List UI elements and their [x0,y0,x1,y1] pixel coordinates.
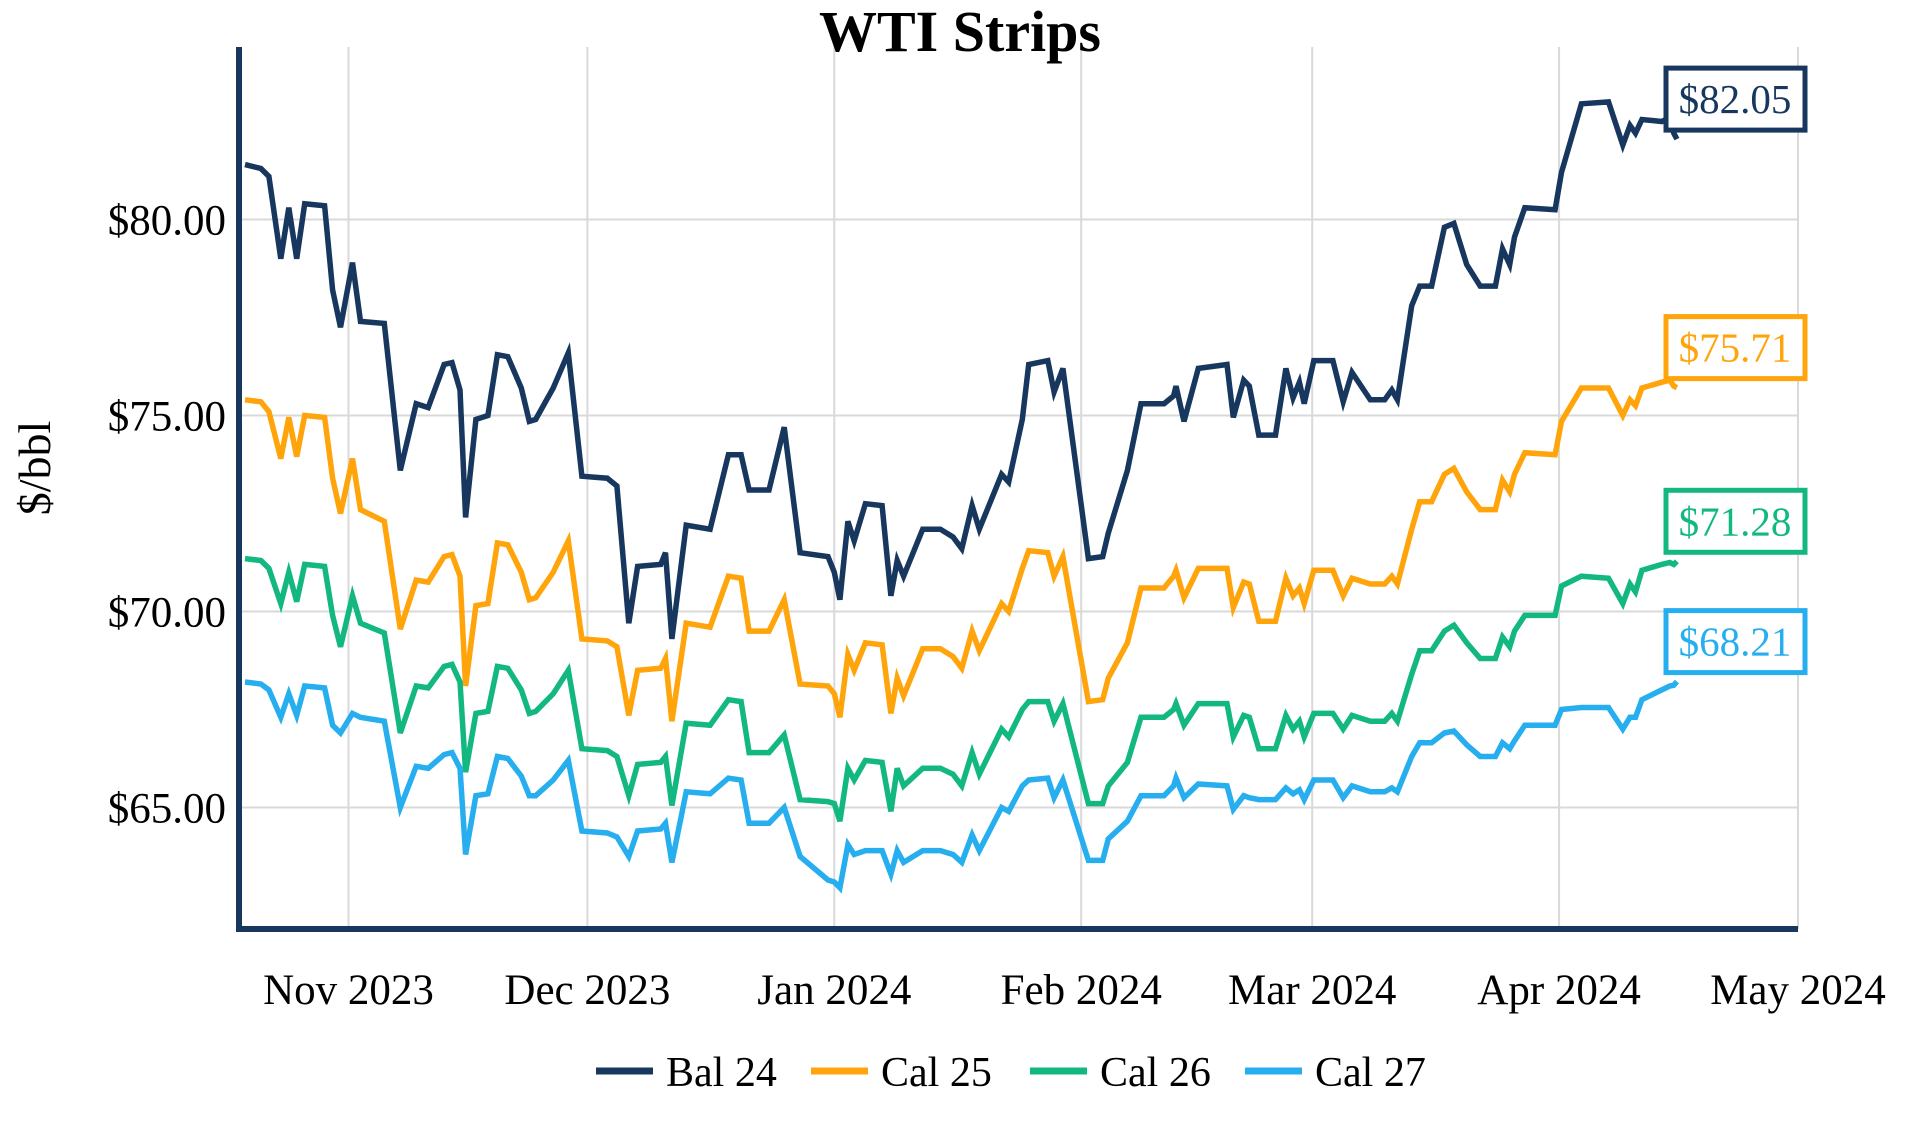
y-tick-label-70: $70.00 [108,590,226,637]
series-line-cal-25 [244,377,1679,722]
legend-label-cal-26: Cal 26 [1100,1050,1211,1096]
x-tick-label-nov-2023: Nov 2023 [263,967,434,1014]
end-label-text-bal-24: $82.05 [1679,76,1792,122]
end-label-box-bal-24 [1663,65,1808,133]
end-label-box-cal-25 [1663,314,1808,382]
x-tick-label-may-2024: May 2024 [1710,967,1886,1014]
y-tick-label-65: $65.00 [108,786,226,833]
series-line-bal-24 [244,99,1680,640]
end-label-text-cal-25: $75.71 [1679,325,1792,371]
series-line-cal-27 [244,679,1679,894]
y-tick-label-80: $80.00 [108,198,226,245]
end-label-box-cal-26 [1663,487,1808,555]
end-label-text-cal-27: $68.21 [1679,619,1792,665]
x-tick-label-dec-2023: Dec 2023 [504,967,670,1014]
x-tick-label-jan-2024: Jan 2024 [757,967,911,1014]
end-label-box-cal-27 [1663,608,1808,676]
legend-label-bal-24: Bal 24 [666,1050,777,1096]
x-tick-label-apr-2024: Apr 2024 [1477,967,1641,1014]
end-label-text-cal-26: $71.28 [1679,498,1792,544]
chart-title: WTI Strips [819,0,1101,64]
legend-label-cal-25: Cal 25 [881,1050,992,1096]
y-tick-label-75: $75.00 [108,394,226,441]
x-tick-label-feb-2024: Feb 2024 [1001,967,1162,1014]
y-axis-title: $/bbl [9,421,60,516]
series-line-cal-26 [244,555,1679,823]
x-tick-label-mar-2024: Mar 2024 [1228,967,1396,1014]
legend-label-cal-27: Cal 27 [1315,1050,1426,1096]
